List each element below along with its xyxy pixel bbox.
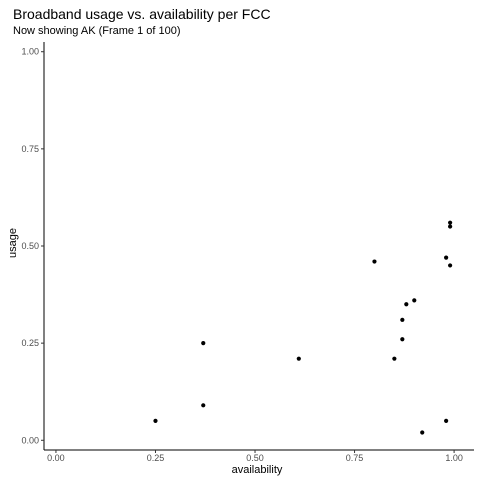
- y-tick-label: 0.00: [21, 435, 39, 445]
- y-tick-label: 1.00: [21, 47, 39, 57]
- scatter-point: [201, 341, 206, 346]
- scatter-point: [201, 403, 206, 408]
- scatter-point: [153, 418, 158, 423]
- y-tick-label: 0.50: [21, 241, 39, 251]
- scatter-point: [412, 298, 417, 303]
- scatter-point: [444, 255, 449, 260]
- scatter-point: [404, 302, 409, 307]
- y-ticks: 0.00 0.25 0.50 0.75 1.00: [21, 47, 44, 445]
- y-tick-label: 0.25: [21, 338, 39, 348]
- scatter-point: [448, 224, 453, 229]
- x-axis-title: availability: [232, 464, 283, 476]
- chart-subtitle: Now showing AK (Frame 1 of 100): [13, 25, 181, 37]
- x-tick-label: 0.25: [147, 453, 165, 463]
- scatter-point: [400, 337, 405, 342]
- scatter-point: [392, 356, 397, 361]
- y-axis-title: usage: [7, 228, 19, 258]
- scatter-point: [296, 356, 301, 361]
- x-ticks: 0.00 0.25 0.50 0.75 1.00: [47, 450, 463, 463]
- x-tick-label: 1.00: [445, 453, 463, 463]
- data-points: [153, 220, 453, 435]
- x-tick-label: 0.00: [47, 453, 65, 463]
- scatter-point: [420, 430, 425, 435]
- scatter-point: [448, 263, 453, 268]
- axes: [43, 42, 474, 451]
- y-tick-label: 0.75: [21, 144, 39, 154]
- scatter-point: [372, 259, 377, 264]
- scatter-point: [448, 220, 453, 225]
- chart-title: Broadband usage vs. availability per FCC: [13, 6, 271, 22]
- x-tick-label: 0.50: [246, 453, 264, 463]
- scatter-point: [444, 418, 449, 423]
- scatter-point: [400, 317, 405, 322]
- x-tick-label: 0.75: [346, 453, 364, 463]
